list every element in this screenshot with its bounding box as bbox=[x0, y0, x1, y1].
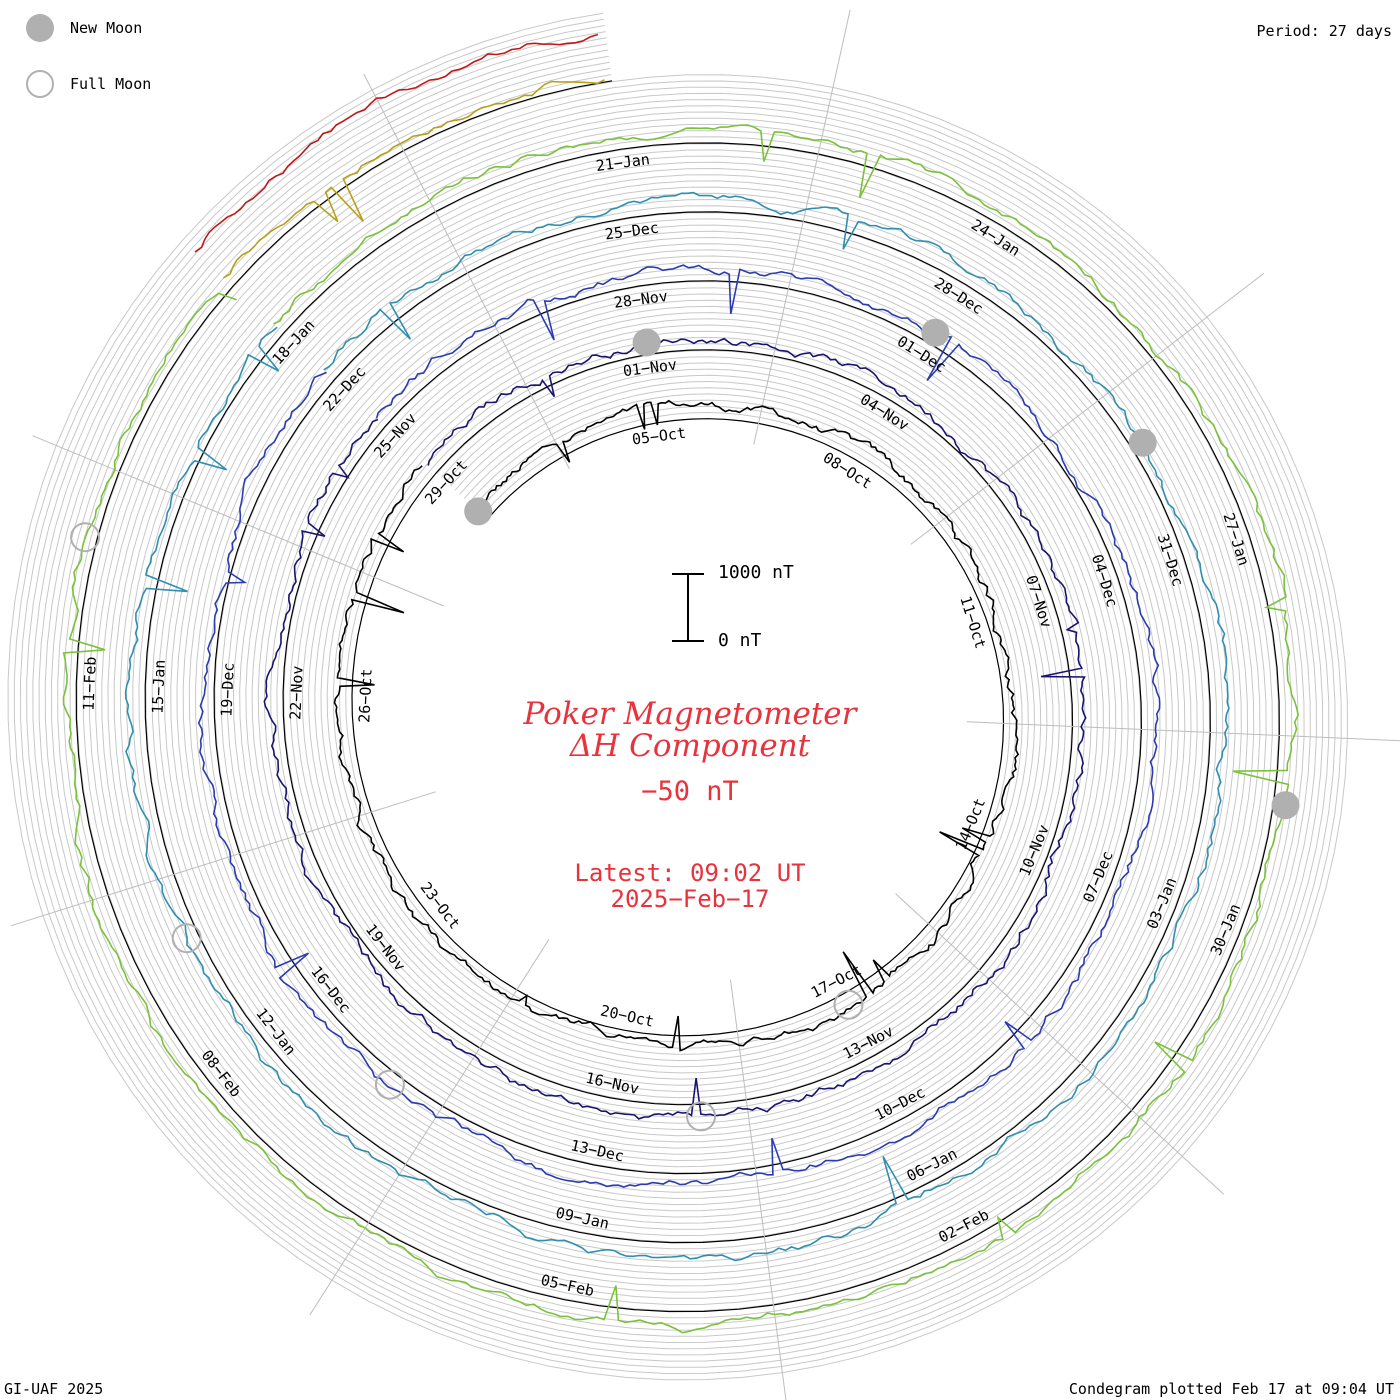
grid-spiral-4 bbox=[50, 55, 1305, 1337]
date-label: 04−Dec bbox=[1088, 552, 1121, 609]
full-moon-marker-4 bbox=[171, 923, 202, 954]
spoke-8 bbox=[11, 791, 436, 927]
trace-series-5 bbox=[62, 124, 1300, 1334]
date-label: 03−Jan bbox=[1143, 875, 1180, 932]
trace-series-3 bbox=[197, 264, 1161, 1188]
date-label: 26−Oct bbox=[355, 668, 375, 723]
full-moon-marker-2 bbox=[686, 1101, 716, 1132]
title-line-1: Poker Magnetometer bbox=[523, 696, 857, 732]
grid-spiral-7 bbox=[32, 37, 1324, 1356]
full-moon-marker-3 bbox=[374, 1069, 405, 1100]
baseline-layer bbox=[75, 80, 1280, 1313]
scale-top-label: 1000 nT bbox=[718, 562, 794, 583]
full-moon-marker-1 bbox=[833, 989, 864, 1020]
moon-layer bbox=[70, 318, 1300, 1132]
date-label: 25−Dec bbox=[604, 219, 660, 244]
latest-time: Latest: 09:02 UT bbox=[574, 859, 806, 887]
spoke-3 bbox=[910, 273, 1265, 545]
grid-spiral-2 bbox=[63, 68, 1293, 1325]
new-moon-marker-2 bbox=[632, 328, 661, 357]
period-label: Period: 27 days bbox=[1256, 22, 1392, 40]
grid-spiral-11 bbox=[7, 12, 1348, 1381]
spoke-6 bbox=[730, 979, 787, 1400]
legend-full-moon-label: Full Moon bbox=[70, 75, 152, 93]
grid-spiral-6 bbox=[38, 43, 1317, 1350]
date-label: 19−Dec bbox=[217, 662, 237, 717]
new-moon-icon bbox=[26, 14, 54, 42]
date-label: 10−Nov bbox=[1016, 822, 1053, 879]
legend-new-moon-label: New Moon bbox=[70, 19, 143, 37]
spoke-1 bbox=[363, 73, 570, 470]
full-moon-icon bbox=[26, 70, 54, 98]
legend-new-moon: New Moon bbox=[26, 14, 142, 42]
spoke-5 bbox=[895, 893, 1225, 1195]
new-moon-marker-5 bbox=[1271, 791, 1300, 820]
date-label: 22−Nov bbox=[286, 665, 306, 720]
new-moon-marker-4 bbox=[1128, 428, 1157, 457]
trace-series-6 bbox=[222, 79, 605, 279]
chart-title: Poker Magnetometer ΔH Component bbox=[440, 698, 940, 762]
date-label: 13−Nov bbox=[840, 1022, 896, 1063]
grid-spiral-8 bbox=[26, 31, 1330, 1362]
new-moon-marker-1 bbox=[464, 497, 493, 526]
full-moon-marker-5 bbox=[70, 522, 101, 553]
date-label: 31−Dec bbox=[1154, 532, 1187, 589]
grid-spiral-1 bbox=[69, 74, 1287, 1319]
date-label: 11−Oct bbox=[956, 594, 989, 651]
date-label: 07−Nov bbox=[1022, 573, 1055, 630]
grid-spiral-9 bbox=[19, 25, 1336, 1368]
grid-layer bbox=[7, 12, 1348, 1381]
baseline-spiral bbox=[75, 80, 1280, 1313]
date-label: 14−Oct bbox=[952, 796, 989, 853]
baseline-value: −50 nT bbox=[641, 776, 739, 807]
trace-series-2 bbox=[263, 337, 1087, 1120]
trace-series-4 bbox=[124, 191, 1230, 1262]
date-label: 21−Jan bbox=[595, 150, 651, 175]
scale-bottom-label: 0 nT bbox=[718, 630, 762, 651]
latest-block: Latest: 09:02 UT 2025−Feb−17 bbox=[440, 860, 940, 912]
spoke-7 bbox=[309, 939, 550, 1316]
title-line-2: ΔH Component bbox=[569, 728, 811, 764]
spoke-9 bbox=[32, 435, 444, 607]
new-moon-marker-3 bbox=[921, 318, 950, 347]
date-label: 15−Jan bbox=[149, 659, 169, 714]
date-label: 02−Feb bbox=[936, 1206, 992, 1247]
date-label: 27−Jan bbox=[1219, 511, 1252, 568]
date-label: 17−Oct bbox=[808, 961, 864, 1002]
spoke-4 bbox=[966, 721, 1400, 742]
trace-layer bbox=[62, 33, 1300, 1334]
date-label: 07−Dec bbox=[1079, 848, 1116, 905]
date-label: 30−Jan bbox=[1207, 901, 1244, 958]
latest-date: 2025−Feb−17 bbox=[610, 885, 770, 913]
trace-series-1 bbox=[333, 399, 1020, 1052]
grid-spiral-3 bbox=[57, 61, 1299, 1331]
date-label: 05−Oct bbox=[631, 424, 687, 449]
date-label: 10−Dec bbox=[872, 1083, 928, 1124]
spoke-2 bbox=[753, 9, 851, 445]
date-label: 11−Feb bbox=[80, 656, 100, 711]
grid-spiral-5 bbox=[44, 49, 1311, 1344]
grid-spiral-10 bbox=[13, 18, 1342, 1375]
legend-full-moon: Full Moon bbox=[26, 70, 151, 98]
scale-bar bbox=[672, 573, 704, 642]
trace-series-7 bbox=[194, 33, 599, 253]
footer-credit: GI-UAF 2025 bbox=[4, 1380, 104, 1398]
spoke-layer bbox=[11, 9, 1400, 1400]
footer-plotted: Condegram plotted Feb 17 at 09:04 UT bbox=[1068, 1380, 1394, 1398]
